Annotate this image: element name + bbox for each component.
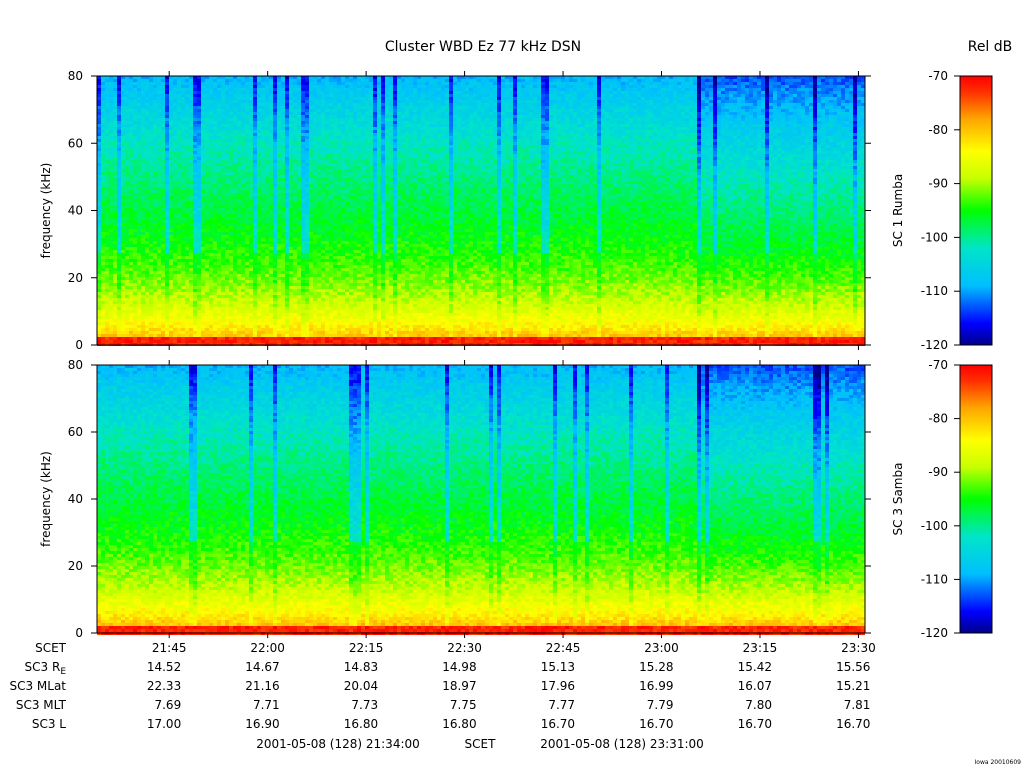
ephemeris-value: 16.80 [442,717,476,731]
ephemeris-value: 7.81 [844,698,871,712]
ephemeris-value: 7.69 [154,698,181,712]
y-axis-label: frequency (kHz) [39,163,53,259]
ephemeris-value: 14.52 [147,660,181,674]
spacecraft-label: SC 3 Samba [891,463,905,536]
colorbar-gradient [960,76,992,345]
chart-title: Cluster WBD Ez 77 kHz DSN [385,39,581,55]
ephemeris-value: 22:45 [546,641,581,655]
ephemeris-value: 7.73 [351,698,378,712]
ephemeris-value: 17.00 [147,717,181,731]
ephemeris-value: 16.70 [836,717,870,731]
spectrogram-panel-1: 0 20 40 60 80 frequency (kHz) SC 1 Rumba [39,69,905,352]
ephemeris-value: 20.04 [344,679,378,693]
ephemeris-value: 22.33 [147,679,181,693]
ephemeris-value: 7.80 [745,698,772,712]
colorbar-tick-label: -100 [921,519,948,533]
ephemeris-value: 23:15 [743,641,778,655]
ephemeris-label: SC3 MLat [9,679,66,693]
ephemeris-value: 23:00 [644,641,679,655]
ephemeris-value: 15.42 [738,660,772,674]
y-tick-label: 40 [68,492,83,506]
y-axis-label: frequency (kHz) [39,451,53,547]
colorbar-1: -70 -80 -90 -100 -110 -120 [921,69,992,352]
spacecraft-label: SC 1 Rumba [891,174,905,247]
ephemeris-row: SC3 L 17.00 16.90 16.80 16.80 16.70 16.70 16.70… [32,717,871,731]
colorbar-tick-label: -90 [928,465,948,479]
ephemeris-value: 16.90 [245,717,279,731]
ephemeris-value: 22:00 [250,641,285,655]
ephemeris-value: 15.28 [639,660,673,674]
ephemeris-row: SC3 RE 14.52 14.67 14.83 14.98 15.13 15.28 15.4… [25,660,871,677]
ephemeris-row: SC3 MLat 22.33 21.16 20.04 18.97 17.96 16.99 16… [9,679,870,693]
ephemeris-value: 22:30 [447,641,482,655]
ephemeris-row: SCET 21:45 22:00 22:15 22:30 22:45 23:00 23:15 2… [35,641,876,655]
colorbar-tick-label: -110 [921,284,948,298]
ephemeris-row: SC3 MLT 7.69 7.71 7.73 7.75 7.77 7.79 7.80 7.81 [16,698,871,712]
colorbar-tick-label: -80 [928,123,948,137]
ephemeris-value: 15.21 [836,679,870,693]
ephemeris-value: 7.75 [450,698,477,712]
y-tick-label: 0 [75,626,83,640]
ephemeris-value: 15.13 [541,660,575,674]
spectrogram-image [97,76,865,346]
y-tick-label: 80 [68,69,83,83]
ephemeris-value: 22:15 [349,641,384,655]
colorbar-tick-label: -70 [928,358,948,372]
ephemeris-value: 21.16 [245,679,279,693]
ephemeris-value: 18.97 [442,679,476,693]
y-tick-label: 20 [68,271,83,285]
ephemeris-value: 16.99 [639,679,673,693]
ephemeris-value: 17.96 [541,679,575,693]
colorbar-tick-label: -120 [921,338,948,352]
colorbar-2: -70 -80 -90 -100 -110 -120 [921,358,992,640]
colorbar-tick-label: -90 [928,177,948,191]
ephemeris-value: 14.98 [442,660,476,674]
y-tick-label: 60 [68,136,83,150]
ephemeris-value: 7.77 [548,698,575,712]
ephemeris-value: 21:45 [152,641,187,655]
colorbar-tick-label: -120 [921,626,948,640]
ephemeris-value: 15.56 [836,660,870,674]
ephemeris-value: 14.67 [245,660,279,674]
spectrogram-image [97,365,865,635]
y-tick-label: 0 [75,338,83,352]
credit-stamp: Iowa 20010609 [975,759,1022,766]
ephemeris-value: 7.79 [647,698,674,712]
colorbar-tick-label: -100 [921,230,948,244]
ephemeris-label: SC3 MLT [16,698,67,712]
footer-start-time: 2001-05-08 (128) 21:34:00 [256,737,420,751]
ephemeris-value: 7.71 [253,698,280,712]
ephemeris-value: 14.83 [344,660,378,674]
ephemeris-label: SC3 L [32,717,66,731]
ephemeris-label: SC3 RE [25,660,67,677]
ephemeris-value: 16.70 [541,717,575,731]
ephemeris-value: 16.70 [738,717,772,731]
colorbar-title: Rel dB [968,39,1013,55]
colorbar-tick-label: -110 [921,572,948,586]
colorbar-tick-label: -80 [928,412,948,426]
colorbars: -70 -80 -90 -100 -110 -120 -70 -80 -90 -100 -110 -1… [921,69,992,640]
ephemeris-value: 16.70 [639,717,673,731]
y-tick-label: 40 [68,204,83,218]
colorbar-tick-label: -70 [928,69,948,83]
footer-end-time: 2001-05-08 (128) 23:31:00 [540,737,704,751]
ephemeris-value: 23:30 [841,641,876,655]
ephemeris-value: 16.80 [344,717,378,731]
y-tick-label: 80 [68,358,83,372]
ephemeris-table: SCET 21:45 22:00 22:15 22:30 22:45 23:00 23:15 2… [9,641,875,731]
spectrogram-panels: 0 20 40 60 80 frequency (kHz) SC 1 Rumba 0 20 40 6… [39,69,905,640]
ephemeris-label: SCET [35,641,67,655]
spectrogram-panel-2: 0 20 40 60 80 frequency (kHz) SC 3 Samba [39,358,905,640]
ephemeris-value: 16.07 [738,679,772,693]
y-tick-label: 60 [68,425,83,439]
colorbar-gradient [960,365,992,633]
footer-scet-label: SCET [465,737,497,751]
y-tick-label: 20 [68,559,83,573]
